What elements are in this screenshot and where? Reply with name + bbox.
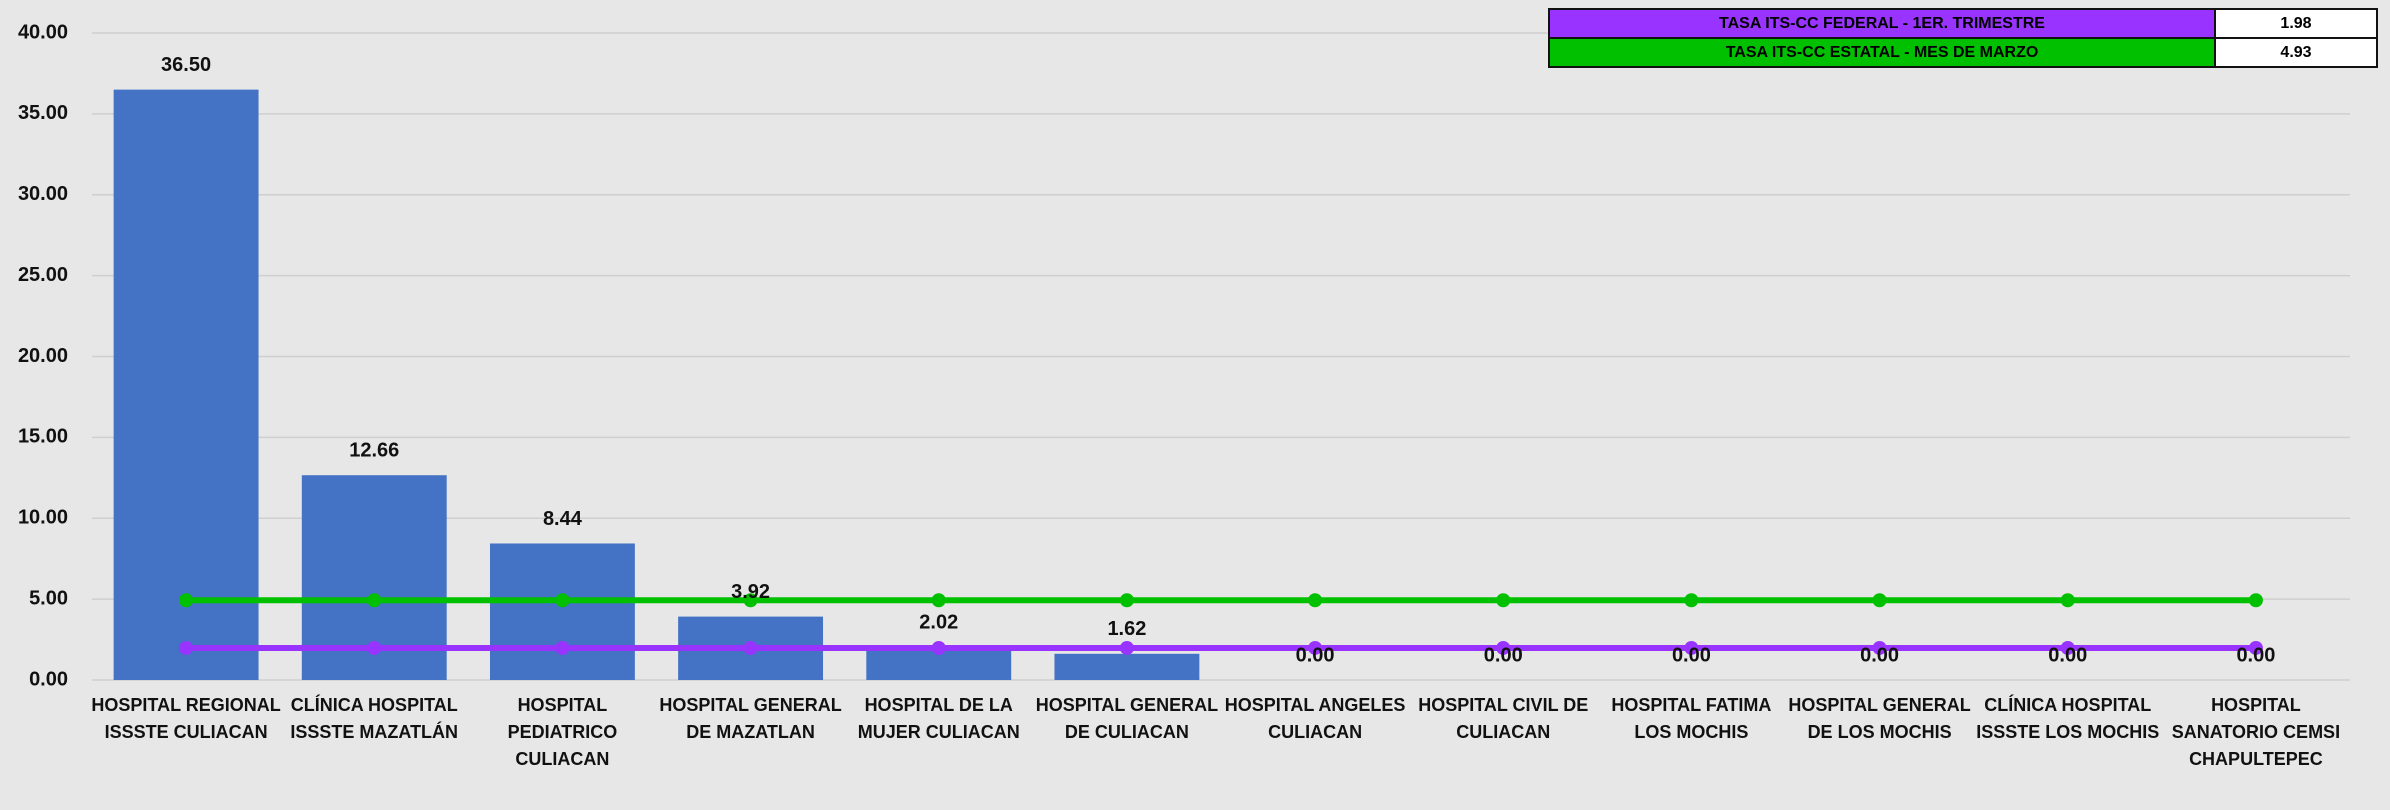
x-tick-label: HOSPITAL DE LA MUJER CULIACAN: [857, 695, 1020, 742]
x-tick-label: HOSPITAL REGIONAL ISSSTE CULIACAN: [91, 695, 281, 742]
data-label: 36.50: [161, 54, 211, 76]
line-marker: [1119, 640, 1134, 655]
legend: TASA ITS-CC FEDERAL - 1ER. TRIMESTRE 1.98…: [1548, 8, 2378, 68]
line-marker: [555, 640, 570, 655]
y-tick-label: 20.00: [18, 345, 68, 367]
line-marker: [2060, 593, 2075, 608]
bar: [1054, 653, 1200, 680]
data-label: 3.92: [731, 581, 770, 603]
data-label: 0.00: [1484, 644, 1523, 666]
legend-name: TASA ITS-CC ESTATAL - MES DE MARZO: [1548, 37, 2216, 68]
data-label: 0.00: [1296, 644, 1335, 666]
data-label: 12.66: [349, 440, 399, 462]
x-tick-label: HOSPITAL SANATORIO CEMSI CHAPULTEPEC: [2171, 695, 2341, 769]
line-marker: [367, 593, 382, 608]
x-tick-label: CLÍNICA HOSPITAL ISSSTE LOS MOCHIS: [1976, 695, 2160, 742]
data-label: 0.00: [2236, 644, 2275, 666]
legend-row: TASA ITS-CC FEDERAL - 1ER. TRIMESTRE 1.98: [1548, 8, 2378, 39]
y-tick-label: 15.00: [18, 426, 68, 448]
data-label: 8.44: [543, 508, 583, 530]
line-marker: [2248, 593, 2263, 608]
x-tick-label: HOSPITAL PEDIATRICO CULIACAN: [507, 695, 618, 769]
data-label: 2.02: [919, 612, 958, 634]
line-marker: [743, 593, 758, 608]
line-marker: [179, 640, 194, 655]
y-tick-label: 30.00: [18, 183, 68, 205]
line-marker: [931, 640, 946, 655]
line-marker: [1496, 593, 1511, 608]
line-marker: [1872, 593, 1887, 608]
legend-name: TASA ITS-CC FEDERAL - 1ER. TRIMESTRE: [1548, 8, 2216, 39]
line-marker: [1684, 640, 1699, 655]
line-marker: [2060, 640, 2075, 655]
line-marker: [179, 593, 194, 608]
bar: [489, 543, 635, 680]
legend-value: 1.98: [2214, 8, 2378, 39]
line-marker: [1308, 640, 1323, 655]
line-marker: [2248, 640, 2263, 655]
x-tick-label: HOSPITAL FATIMA LOS MOCHIS: [1611, 695, 1772, 742]
x-tick-label: HOSPITAL CIVIL DE CULIACAN: [1418, 695, 1589, 742]
line-marker: [931, 593, 946, 608]
data-label: 0.00: [1860, 644, 1899, 666]
data-label: 0.00: [2048, 644, 2087, 666]
line-marker: [1119, 593, 1134, 608]
bar: [113, 89, 259, 681]
line-marker: [1872, 640, 1887, 655]
line-marker: [1684, 593, 1699, 608]
line-marker: [743, 640, 758, 655]
y-tick-label: 40.00: [18, 21, 68, 43]
line-marker: [1496, 640, 1511, 655]
line-marker: [555, 593, 570, 608]
data-label: 1.62: [1107, 618, 1146, 640]
line-marker: [1308, 593, 1323, 608]
y-tick-label: 5.00: [29, 587, 68, 609]
y-tick-label: 35.00: [18, 102, 68, 124]
y-tick-label: 0.00: [29, 668, 68, 690]
legend-row: TASA ITS-CC ESTATAL - MES DE MARZO 4.93: [1548, 37, 2378, 68]
x-tick-label: CLÍNICA HOSPITAL ISSSTE MAZATLÁN: [290, 695, 459, 742]
y-tick-label: 25.00: [18, 264, 68, 286]
x-tick-label: HOSPITAL GENERAL DE CULIACAN: [1035, 695, 1219, 742]
x-tick-label: HOSPITAL GENERAL DE LOS MOCHIS: [1788, 695, 1971, 742]
data-label: 0.00: [1672, 644, 1711, 666]
x-tick-label: HOSPITAL GENERAL DE MAZATLAN: [659, 695, 842, 742]
legend-value: 4.93: [2214, 37, 2378, 68]
line-marker: [367, 640, 382, 655]
y-tick-label: 10.00: [18, 507, 68, 529]
x-tick-label: HOSPITAL ANGELES CULIACAN: [1224, 695, 1406, 742]
